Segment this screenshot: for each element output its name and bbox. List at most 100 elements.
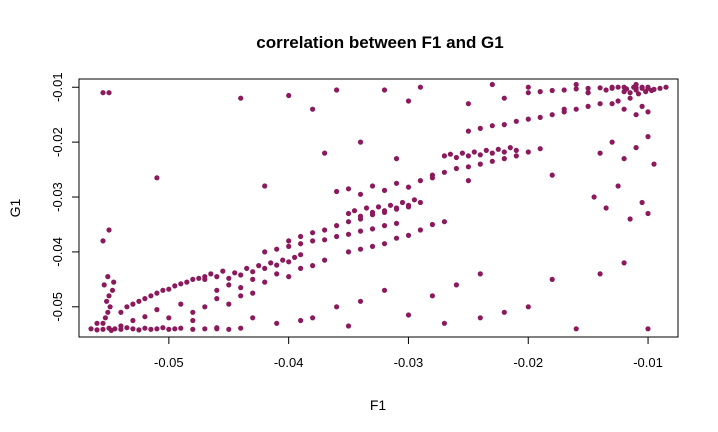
data-point <box>459 150 465 156</box>
data-point <box>322 150 328 156</box>
data-point <box>399 199 406 206</box>
data-point <box>334 304 340 310</box>
data-point <box>106 90 112 96</box>
data-point <box>549 87 555 94</box>
data-point <box>651 86 657 92</box>
data-point <box>357 191 364 197</box>
data-point <box>184 279 190 285</box>
data-point <box>381 287 388 293</box>
data-point <box>262 279 268 285</box>
data-point <box>573 81 579 88</box>
y-axis: -0.05 -0.04 -0.03 -0.02 -0.01 <box>50 72 80 322</box>
data-point <box>513 153 519 159</box>
data-point <box>238 272 244 278</box>
data-point <box>226 275 232 281</box>
data-point <box>417 178 423 184</box>
data-point <box>465 164 471 170</box>
data-point <box>106 293 112 299</box>
data-point <box>214 274 220 280</box>
data-point <box>208 271 214 277</box>
data-point <box>381 241 388 247</box>
data-point <box>351 208 358 214</box>
data-point <box>357 246 364 252</box>
data-point <box>357 139 364 145</box>
data-point <box>525 304 531 310</box>
data-point <box>489 123 495 129</box>
data-point <box>262 265 268 271</box>
data-point <box>585 103 591 109</box>
data-point <box>585 90 591 96</box>
data-point <box>465 153 471 159</box>
data-point <box>118 309 124 315</box>
data-point <box>477 271 483 277</box>
data-point <box>345 249 352 255</box>
data-point <box>104 298 110 304</box>
data-point <box>639 199 645 206</box>
y-tick-label: -0.01 <box>50 72 65 102</box>
data-point <box>615 183 621 189</box>
data-point <box>107 304 113 310</box>
data-point <box>130 301 136 307</box>
data-point <box>495 146 501 152</box>
data-point <box>453 282 459 288</box>
data-point <box>109 287 116 293</box>
data-point <box>345 231 352 237</box>
data-point <box>214 326 220 332</box>
data-point <box>561 106 567 112</box>
data-point <box>334 223 340 229</box>
data-point <box>111 279 117 285</box>
data-point <box>280 257 286 263</box>
data-point <box>166 315 172 321</box>
data-points <box>88 81 669 333</box>
data-point <box>105 274 111 280</box>
data-point <box>226 282 232 288</box>
data-point <box>214 287 220 293</box>
data-point <box>310 263 316 269</box>
data-point <box>537 146 543 152</box>
data-point <box>220 268 226 274</box>
data-point <box>573 86 579 92</box>
data-point <box>537 114 543 120</box>
data-point <box>591 194 597 200</box>
data-point <box>100 238 106 244</box>
data-point <box>172 326 178 332</box>
data-point <box>190 326 196 332</box>
data-point <box>417 84 423 90</box>
data-point <box>621 156 627 162</box>
data-point <box>393 180 400 186</box>
data-point <box>645 326 651 332</box>
data-point <box>483 147 489 153</box>
data-point <box>100 90 106 96</box>
data-point <box>363 205 370 211</box>
data-point <box>322 237 328 243</box>
data-point <box>429 293 435 299</box>
data-point <box>238 285 244 291</box>
data-point <box>250 315 256 321</box>
data-point <box>393 156 400 162</box>
data-point <box>597 101 603 107</box>
data-point <box>298 252 304 258</box>
data-point <box>657 85 663 91</box>
x-tick-label: -0.05 <box>154 355 184 370</box>
data-point <box>142 325 148 331</box>
data-point <box>274 246 280 252</box>
data-point <box>250 269 256 275</box>
data-point <box>615 98 621 104</box>
data-point <box>226 301 232 307</box>
data-point <box>621 106 627 112</box>
data-point <box>381 223 388 229</box>
data-point <box>639 103 645 109</box>
data-point <box>477 315 483 321</box>
data-point <box>100 326 106 332</box>
data-point <box>102 315 108 321</box>
data-point <box>381 187 388 193</box>
data-point <box>154 307 160 313</box>
data-point <box>417 199 423 206</box>
data-point <box>501 95 507 101</box>
data-point <box>100 320 106 326</box>
data-point <box>154 290 160 296</box>
data-point <box>477 152 483 158</box>
x-tick-label: -0.03 <box>394 355 424 370</box>
data-point <box>226 326 232 332</box>
data-point <box>105 309 111 315</box>
